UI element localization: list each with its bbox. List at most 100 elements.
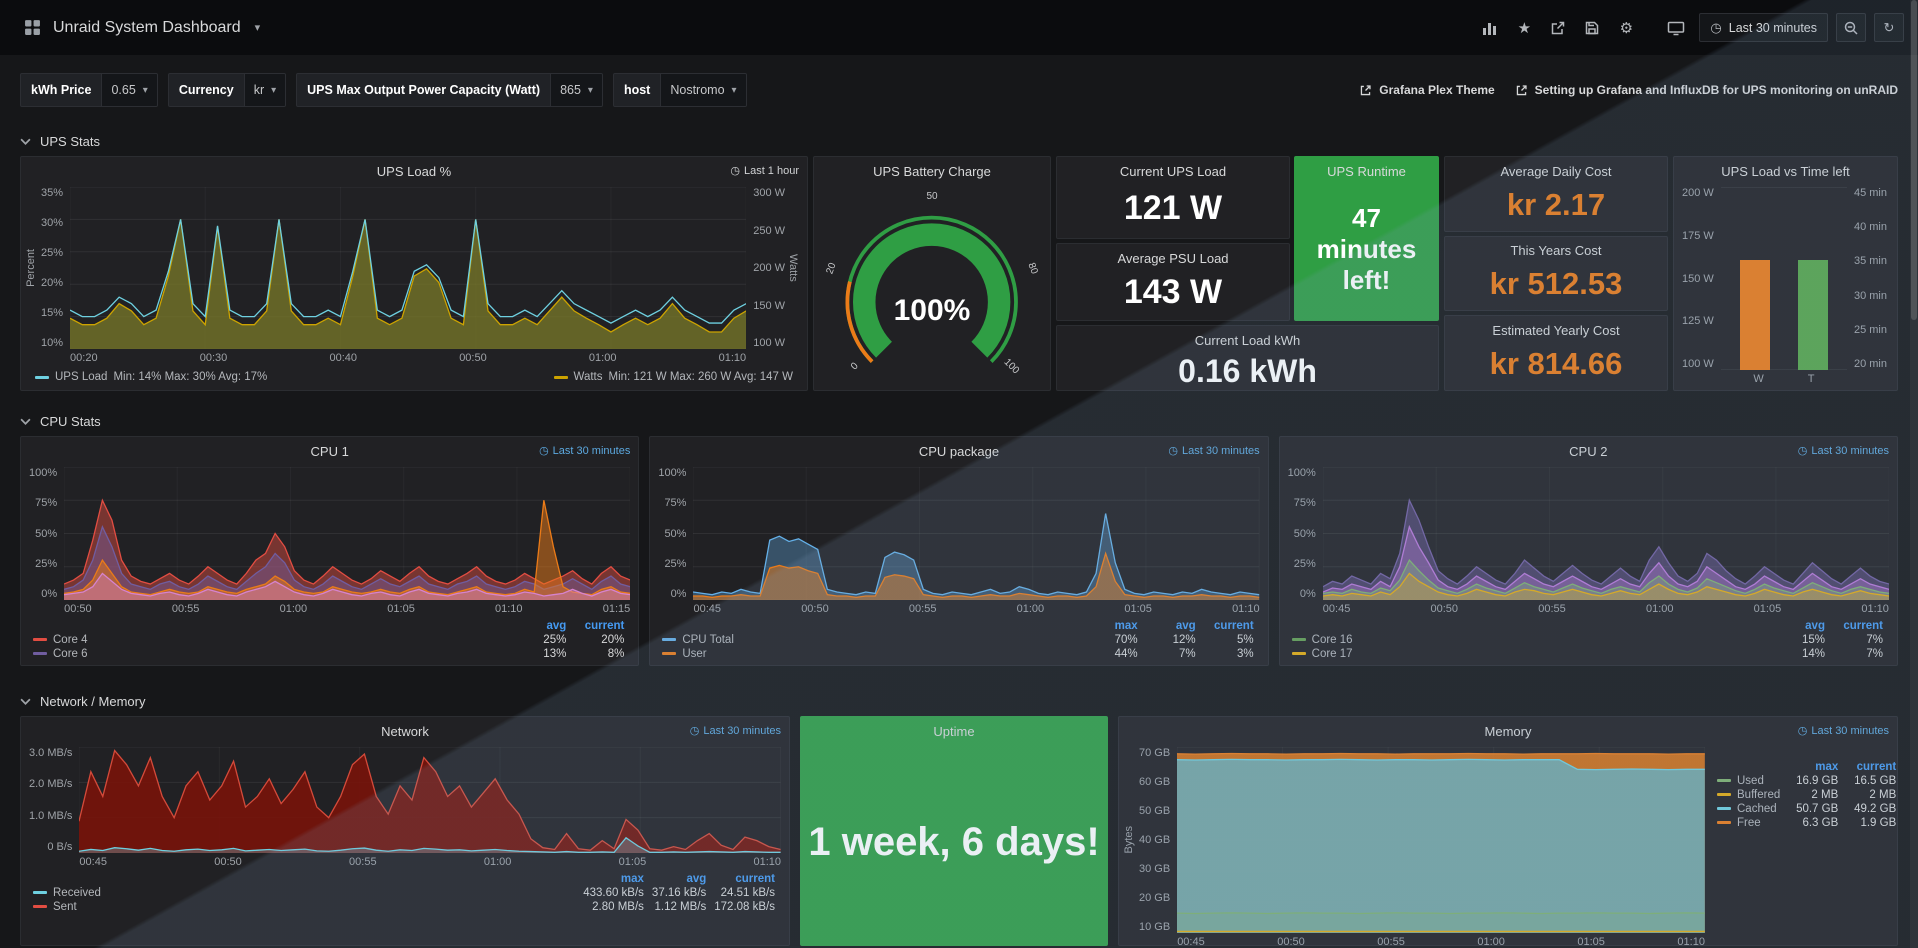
panel-title[interactable]: Current UPS Load: [1119, 163, 1227, 179]
legend-value: 50.7 GB: [1796, 803, 1839, 815]
legend-row: Free 6.3 GB 1.9 GB: [1713, 816, 1897, 830]
panel-title[interactable]: CPU 2: [1569, 443, 1608, 459]
variable-ups-max-output-value[interactable]: 865 ▾: [550, 74, 602, 106]
panel-title[interactable]: Current Load kWh: [1194, 332, 1301, 348]
legend-series-name[interactable]: Free: [1713, 816, 1784, 830]
cpu1-plot[interactable]: [64, 467, 631, 600]
legend-series-name[interactable]: Received: [29, 886, 579, 900]
panel-title[interactable]: This Years Cost: [1510, 243, 1602, 259]
panel-title[interactable]: Network: [381, 723, 429, 739]
legend-series-name[interactable]: CPU Total: [658, 633, 1083, 647]
legend-series-name[interactable]: Used: [1713, 774, 1784, 788]
x-axis-ticks: 00:45 00:50 00:55 01:00 01:05 01:10: [1323, 600, 1889, 618]
axis-tick: 00:20: [70, 352, 98, 364]
link-text: Grafana Plex Theme: [1379, 83, 1495, 97]
scrollbar-thumb[interactable]: [1911, 0, 1917, 320]
panel-title[interactable]: Average PSU Load: [1117, 250, 1229, 266]
axis-tick: 00:45: [79, 856, 107, 868]
gauge-arc: [845, 215, 1019, 363]
x-axis-ticks: 00:45 00:50 00:55 01:00 01:05 01:10: [693, 600, 1259, 618]
variable-currency-value[interactable]: kr ▾: [243, 74, 286, 106]
legend-series-name[interactable]: Sent: [29, 900, 579, 914]
legend-color-dash: [33, 905, 47, 909]
dashboard-title[interactable]: Unraid System Dashboard: [53, 18, 241, 36]
legend-row: Used 16.9 GB 16.5 GB: [1713, 774, 1897, 788]
time-override-badge: ◷ Last 30 minutes: [539, 444, 631, 458]
cpu-package-plot[interactable]: [693, 467, 1260, 600]
variable-host-value[interactable]: Nostromo ▾: [660, 74, 746, 106]
variable-kwh-price-value[interactable]: 0.65 ▾: [101, 74, 157, 106]
panel-title[interactable]: UPS Runtime: [1327, 163, 1406, 179]
x-axis-ticks: 00:50 00:55 01:00 01:05 01:10 01:15: [64, 600, 630, 618]
legend-series-name[interactable]: User: [658, 647, 1083, 661]
panel-current-ups-load: Current UPS Load 121 W: [1056, 156, 1290, 239]
panel-title[interactable]: Average Daily Cost: [1500, 163, 1612, 179]
legend-series-name[interactable]: Cached: [1713, 802, 1784, 816]
legend-item[interactable]: UPS Load Min: 14% Max: 30% Avg: 17%: [35, 371, 267, 383]
legend-column-header[interactable]: current: [584, 620, 625, 632]
tv-kiosk-icon[interactable]: [1661, 13, 1691, 43]
panel-cpu-package: CPU package ◷ Last 30 minutes 100% 75% 50%…: [649, 436, 1269, 666]
legend-series-name[interactable]: Core 6: [29, 647, 512, 661]
navbar: Unraid System Dashboard ▾ ★ ⚙ ◷: [0, 0, 1918, 55]
time-range-button[interactable]: ◷ Last 30 minutes: [1699, 13, 1828, 42]
legend-column-header[interactable]: current: [1843, 620, 1883, 632]
memory-plot[interactable]: [1177, 747, 1705, 933]
legend-column-header[interactable]: current: [1856, 761, 1897, 773]
legend-series-name[interactable]: Core 16: [1288, 633, 1771, 647]
panel-title[interactable]: Estimated Yearly Cost: [1492, 322, 1620, 338]
row-header-ups-stats[interactable]: UPS Stats: [20, 131, 1898, 151]
panel-average-daily-cost: Average Daily Cost kr 2.17: [1444, 156, 1668, 232]
link-grafana-plex-theme[interactable]: Grafana Plex Theme: [1359, 83, 1495, 97]
add-panel-icon[interactable]: [1475, 13, 1505, 43]
axis-tick: 250 W: [753, 224, 785, 237]
legend-series-name[interactable]: Core 17: [1288, 647, 1771, 661]
save-icon[interactable]: [1577, 13, 1607, 43]
clock-icon: ◷: [1710, 19, 1722, 35]
row-title: Network / Memory: [40, 693, 146, 709]
page-scrollbar[interactable]: [1910, 0, 1918, 948]
row-header-network-memory[interactable]: Network / Memory: [20, 691, 1898, 711]
legend-column-header[interactable]: max: [620, 873, 644, 885]
panel-title[interactable]: UPS Load %: [376, 163, 452, 179]
row-header-cpu-stats[interactable]: CPU Stats: [20, 411, 1898, 431]
refresh-button[interactable]: ↻: [1874, 13, 1904, 42]
legend-column-header[interactable]: avg: [1805, 620, 1825, 632]
settings-gear-icon[interactable]: ⚙: [1619, 19, 1634, 37]
legend-column-header[interactable]: avg: [546, 620, 567, 632]
bar-W[interactable]: [1739, 260, 1770, 370]
ups-load-plot[interactable]: [70, 187, 747, 349]
legend-column-header[interactable]: current: [735, 873, 775, 885]
legend-column-header[interactable]: max: [1815, 761, 1839, 773]
panel-title[interactable]: Uptime: [933, 723, 975, 739]
axis-tick: 00:55: [171, 603, 200, 615]
legend-item[interactable]: Watts Min: 121 W Max: 260 W Avg: 147 W: [553, 371, 793, 383]
link-ups-monitoring-guide[interactable]: Setting up Grafana and InfluxDB for UPS …: [1515, 83, 1898, 97]
network-plot[interactable]: [79, 747, 781, 853]
dashboard-grid-icon[interactable]: [24, 19, 41, 36]
panel-title[interactable]: UPS Load vs Time left: [1721, 163, 1850, 179]
legend-series-stats: Min: 14% Max: 30% Avg: 17%: [113, 371, 268, 383]
panel-title[interactable]: UPS Battery Charge: [873, 163, 991, 179]
legend-value: 2 MB: [1869, 789, 1897, 801]
axis-tick: 300 W: [753, 187, 785, 199]
panel-title[interactable]: CPU 1: [310, 443, 349, 459]
legend-column-header[interactable]: max: [1114, 620, 1138, 632]
title-caret-icon[interactable]: ▾: [254, 22, 261, 34]
bar-T[interactable]: [1797, 260, 1828, 370]
legend-column-header[interactable]: avg: [686, 873, 707, 885]
cpu2-plot[interactable]: [1322, 467, 1889, 600]
bar-chart[interactable]: [1720, 187, 1847, 370]
legend-series-name[interactable]: Core 4: [29, 633, 512, 647]
legend-column-header[interactable]: avg: [1175, 620, 1196, 632]
y-axis-ticks: 100% 75% 50% 25% 0%: [25, 467, 64, 600]
star-icon[interactable]: ★: [1517, 19, 1532, 37]
panel-title[interactable]: Memory: [1484, 723, 1532, 739]
share-icon[interactable]: [1543, 13, 1573, 43]
panel-title[interactable]: CPU package: [918, 443, 1000, 459]
legend-series-name[interactable]: Buffered: [1713, 788, 1784, 802]
legend-color-dash: [1717, 793, 1731, 797]
axis-tick: 25%: [664, 557, 687, 570]
legend-column-header[interactable]: current: [1214, 620, 1254, 632]
zoom-out-button[interactable]: [1836, 13, 1866, 42]
